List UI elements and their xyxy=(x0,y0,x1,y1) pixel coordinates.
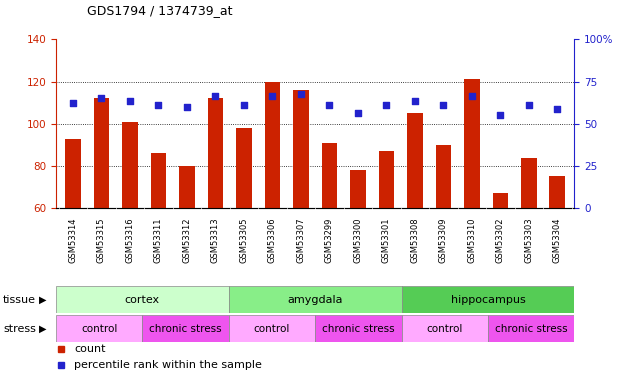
Bar xyxy=(322,143,337,208)
Bar xyxy=(151,153,166,208)
Text: GSM53307: GSM53307 xyxy=(296,217,306,263)
Bar xyxy=(407,113,423,208)
Text: chronic stress: chronic stress xyxy=(322,324,395,333)
Bar xyxy=(179,166,195,208)
Bar xyxy=(350,170,366,208)
Text: control: control xyxy=(427,324,463,333)
Text: count: count xyxy=(74,344,106,354)
Point xyxy=(268,93,278,99)
Text: GSM53313: GSM53313 xyxy=(211,217,220,263)
Text: GSM53309: GSM53309 xyxy=(439,217,448,263)
Text: GSM53300: GSM53300 xyxy=(353,217,363,263)
Text: GSM53316: GSM53316 xyxy=(125,217,135,263)
Text: chronic stress: chronic stress xyxy=(149,324,222,333)
Text: control: control xyxy=(81,324,117,333)
Bar xyxy=(142,315,229,342)
Point xyxy=(96,96,106,102)
Text: percentile rank within the sample: percentile rank within the sample xyxy=(74,360,262,370)
Bar xyxy=(464,80,479,208)
Text: GSM53311: GSM53311 xyxy=(154,217,163,263)
Text: control: control xyxy=(254,324,290,333)
Point xyxy=(438,102,448,108)
Text: GSM53303: GSM53303 xyxy=(524,217,533,263)
Bar xyxy=(122,122,138,208)
Bar xyxy=(236,128,252,208)
Bar xyxy=(56,315,142,342)
Text: GSM53315: GSM53315 xyxy=(97,217,106,263)
Bar xyxy=(293,90,309,208)
Text: GDS1794 / 1374739_at: GDS1794 / 1374739_at xyxy=(87,4,232,17)
Bar xyxy=(229,315,315,342)
Bar xyxy=(379,151,394,208)
Bar xyxy=(94,99,109,208)
Text: stress: stress xyxy=(3,324,36,333)
Bar xyxy=(65,138,81,208)
Text: GSM53304: GSM53304 xyxy=(553,217,562,263)
Point xyxy=(153,102,163,108)
Text: GSM53310: GSM53310 xyxy=(468,217,476,263)
Bar xyxy=(207,99,224,208)
Text: ▶: ▶ xyxy=(39,324,46,333)
Text: amygdala: amygdala xyxy=(288,295,343,304)
Bar xyxy=(488,315,574,342)
Point xyxy=(496,112,505,118)
Bar xyxy=(550,177,565,208)
Point xyxy=(410,98,420,104)
Point xyxy=(182,104,192,110)
Bar xyxy=(521,158,537,208)
Text: GSM53312: GSM53312 xyxy=(183,217,191,263)
Text: GSM53308: GSM53308 xyxy=(410,217,419,263)
Bar xyxy=(265,82,280,208)
Text: GSM53299: GSM53299 xyxy=(325,217,334,263)
Bar xyxy=(315,315,402,342)
Text: GSM53305: GSM53305 xyxy=(240,217,248,263)
Point xyxy=(467,93,477,99)
Point xyxy=(353,110,363,116)
Text: GSM53302: GSM53302 xyxy=(496,217,505,263)
Text: GSM53301: GSM53301 xyxy=(382,217,391,263)
Point xyxy=(125,98,135,104)
Text: cortex: cortex xyxy=(125,295,160,304)
Text: GSM53314: GSM53314 xyxy=(68,217,78,263)
Point xyxy=(211,93,220,99)
Text: ▶: ▶ xyxy=(39,295,46,304)
Bar xyxy=(229,286,402,313)
Bar xyxy=(435,145,451,208)
Bar xyxy=(56,286,229,313)
Text: chronic stress: chronic stress xyxy=(495,324,568,333)
Point xyxy=(68,100,78,106)
Point xyxy=(552,106,562,112)
Text: GSM53306: GSM53306 xyxy=(268,217,277,263)
Bar xyxy=(492,194,508,208)
Point xyxy=(296,91,306,97)
Text: tissue: tissue xyxy=(3,295,36,304)
Point xyxy=(524,102,534,108)
Point xyxy=(381,102,391,108)
Point xyxy=(239,102,249,108)
Bar xyxy=(402,315,488,342)
Bar xyxy=(402,286,574,313)
Point xyxy=(324,102,334,108)
Text: hippocampus: hippocampus xyxy=(451,295,525,304)
